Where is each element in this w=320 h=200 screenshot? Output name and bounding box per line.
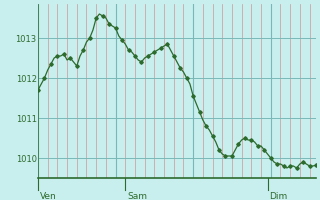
- Text: Dim: Dim: [269, 192, 287, 200]
- Text: Ven: Ven: [40, 192, 56, 200]
- Text: Sam: Sam: [127, 192, 147, 200]
